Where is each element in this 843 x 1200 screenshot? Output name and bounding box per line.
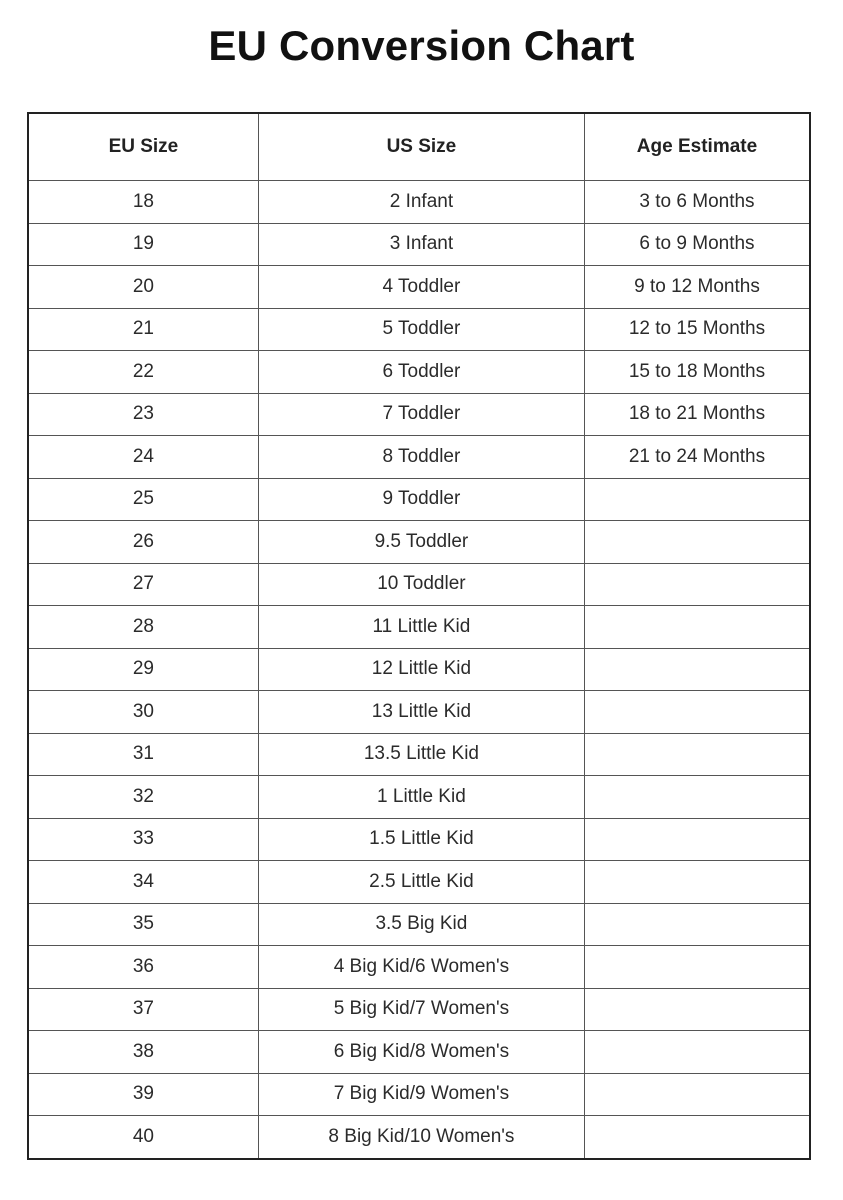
age-estimate-cell (583, 860, 811, 904)
eu-size-cell: 22 (27, 350, 259, 394)
table-row: 37 5 Big Kid/7 Women's (27, 987, 811, 1031)
age-estimate-cell (583, 520, 811, 564)
age-estimate-cell: 9 to 12 Months (583, 265, 811, 309)
us-size-cell: 8 Toddler (257, 435, 585, 479)
age-estimate-cell (583, 1030, 811, 1074)
table-row: 26 9.5 Toddler (27, 520, 811, 564)
table-row: 29 12 Little Kid (27, 647, 811, 691)
table-row: 24 8 Toddler 21 to 24 Months (27, 435, 811, 479)
age-estimate-cell (583, 987, 811, 1031)
age-estimate-cell (583, 605, 811, 649)
age-estimate-cell: 12 to 15 Months (583, 307, 811, 351)
us-size-cell: 1.5 Little Kid (257, 817, 585, 861)
us-size-cell: 9 Toddler (257, 477, 585, 521)
us-size-cell: 4 Toddler (257, 265, 585, 309)
eu-size-cell: 31 (27, 732, 259, 776)
eu-size-cell: 18 (27, 180, 259, 224)
eu-size-cell: 20 (27, 265, 259, 309)
us-size-cell: 6 Big Kid/8 Women's (257, 1030, 585, 1074)
us-size-cell: 10 Toddler (257, 562, 585, 606)
eu-size-cell: 37 (27, 987, 259, 1031)
us-size-cell: 1 Little Kid (257, 775, 585, 819)
table-row: 19 3 Infant 6 to 9 Months (27, 222, 811, 266)
us-size-cell: 12 Little Kid (257, 647, 585, 691)
eu-size-cell: 26 (27, 520, 259, 564)
age-estimate-cell (583, 1115, 811, 1159)
us-size-cell: 8 Big Kid/10 Women's (257, 1115, 585, 1159)
table-row: 34 2.5 Little Kid (27, 860, 811, 904)
table-row: 31 13.5 Little Kid (27, 732, 811, 776)
age-estimate-cell: 15 to 18 Months (583, 350, 811, 394)
table-row: 36 4 Big Kid/6 Women's (27, 945, 811, 989)
age-estimate-cell: 3 to 6 Months (583, 180, 811, 224)
header-eu-size: EU Size (27, 112, 259, 181)
age-estimate-cell (583, 477, 811, 521)
eu-size-cell: 32 (27, 775, 259, 819)
table-row: 27 10 Toddler (27, 562, 811, 606)
table-row: 22 6 Toddler 15 to 18 Months (27, 350, 811, 394)
table-row: 23 7 Toddler 18 to 21 Months (27, 392, 811, 436)
age-estimate-cell (583, 1072, 811, 1116)
header-age-estimate: Age Estimate (583, 112, 811, 181)
eu-size-cell: 23 (27, 392, 259, 436)
age-estimate-cell (583, 902, 811, 946)
us-size-cell: 9.5 Toddler (257, 520, 585, 564)
table-row: 32 1 Little Kid (27, 775, 811, 819)
eu-size-cell: 29 (27, 647, 259, 691)
us-size-cell: 3.5 Big Kid (257, 902, 585, 946)
table-row: 28 11 Little Kid (27, 605, 811, 649)
eu-size-cell: 24 (27, 435, 259, 479)
age-estimate-cell: 21 to 24 Months (583, 435, 811, 479)
us-size-cell: 7 Toddler (257, 392, 585, 436)
table-row: 35 3.5 Big Kid (27, 902, 811, 946)
eu-size-cell: 27 (27, 562, 259, 606)
page-title: EU Conversion Chart (208, 22, 635, 69)
eu-size-cell: 25 (27, 477, 259, 521)
eu-size-cell: 28 (27, 605, 259, 649)
age-estimate-cell (583, 562, 811, 606)
us-size-cell: 5 Toddler (257, 307, 585, 351)
eu-size-cell: 40 (27, 1115, 259, 1159)
eu-size-cell: 34 (27, 860, 259, 904)
eu-size-cell: 36 (27, 945, 259, 989)
age-estimate-cell (583, 732, 811, 776)
table-header-row: EU Size US Size Age Estimate (27, 112, 811, 181)
us-size-cell: 2 Infant (257, 180, 585, 224)
eu-size-cell: 38 (27, 1030, 259, 1074)
us-size-cell: 7 Big Kid/9 Women's (257, 1072, 585, 1116)
conversion-table: EU Size US Size Age Estimate 18 2 Infant 3… (27, 112, 811, 1160)
us-size-cell: 2.5 Little Kid (257, 860, 585, 904)
us-size-cell: 13.5 Little Kid (257, 732, 585, 776)
eu-size-cell: 35 (27, 902, 259, 946)
table-row: 38 6 Big Kid/8 Women's (27, 1030, 811, 1074)
age-estimate-cell: 18 to 21 Months (583, 392, 811, 436)
age-estimate-cell (583, 647, 811, 691)
header-us-size: US Size (257, 112, 585, 181)
us-size-cell: 3 Infant (257, 222, 585, 266)
age-estimate-cell: 6 to 9 Months (583, 222, 811, 266)
table-row: 39 7 Big Kid/9 Women's (27, 1072, 811, 1116)
table-row: 21 5 Toddler 12 to 15 Months (27, 307, 811, 351)
table-row: 33 1.5 Little Kid (27, 817, 811, 861)
age-estimate-cell (583, 817, 811, 861)
us-size-cell: 13 Little Kid (257, 690, 585, 734)
us-size-cell: 6 Toddler (257, 350, 585, 394)
eu-size-cell: 30 (27, 690, 259, 734)
us-size-cell: 5 Big Kid/7 Women's (257, 987, 585, 1031)
age-estimate-cell (583, 775, 811, 819)
us-size-cell: 11 Little Kid (257, 605, 585, 649)
eu-size-cell: 21 (27, 307, 259, 351)
eu-size-cell: 39 (27, 1072, 259, 1116)
table-row: 40 8 Big Kid/10 Women's (27, 1115, 811, 1159)
table-row: 30 13 Little Kid (27, 690, 811, 734)
age-estimate-cell (583, 945, 811, 989)
table-row: 20 4 Toddler 9 to 12 Months (27, 265, 811, 309)
table-row: 25 9 Toddler (27, 477, 811, 521)
eu-size-cell: 33 (27, 817, 259, 861)
eu-size-cell: 19 (27, 222, 259, 266)
age-estimate-cell (583, 690, 811, 734)
table-row: 18 2 Infant 3 to 6 Months (27, 180, 811, 224)
us-size-cell: 4 Big Kid/6 Women's (257, 945, 585, 989)
